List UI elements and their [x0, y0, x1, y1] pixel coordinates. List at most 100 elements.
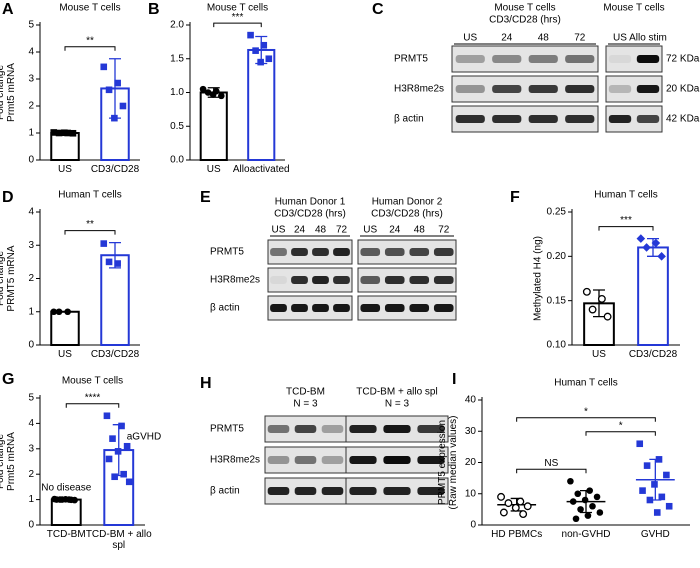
blot-band — [267, 456, 290, 464]
x-tick-label: TCD-BM + allo spl — [85, 529, 152, 551]
y-tick-label: 30 — [465, 426, 477, 437]
data-point — [109, 435, 116, 442]
data-point — [499, 508, 508, 517]
y-axis-label: Prmt5 mRNA — [6, 432, 17, 491]
y-tick-label: 4 — [28, 47, 34, 58]
y-tick-label: 2 — [28, 273, 34, 284]
y-tick-label: 20 — [465, 457, 477, 468]
chart-title: Human T cells — [58, 190, 122, 201]
data-point — [597, 294, 606, 303]
data-point — [114, 79, 121, 87]
panel-letter: D — [2, 189, 14, 206]
x-tick-label-box: US — [58, 164, 72, 175]
data-point — [577, 506, 584, 513]
x-tick-label-box: CD3/CD28 — [91, 164, 139, 175]
x-tick-label-box: HD PBMCs — [491, 529, 542, 540]
y-tick-label: 3 — [28, 74, 34, 85]
blot-band — [608, 55, 632, 63]
blot-band — [528, 85, 558, 93]
data-point — [123, 442, 131, 450]
error-bar — [647, 237, 659, 257]
bar — [50, 498, 82, 527]
data-point — [574, 490, 582, 498]
blot-band — [360, 248, 381, 256]
data-point — [511, 503, 520, 512]
lane-label: US — [272, 225, 286, 236]
blot-band — [384, 248, 405, 256]
blot-band — [294, 456, 317, 464]
blot-band — [492, 85, 522, 93]
blot-band — [267, 487, 290, 495]
blot-title: Human Donor 2 — [372, 197, 443, 208]
data-point — [119, 102, 127, 110]
lane-label: 72 — [336, 225, 348, 236]
significance-bracket — [516, 468, 587, 474]
blot-band — [433, 304, 454, 312]
significance-bracket — [516, 417, 656, 422]
y-tick-label: 0.5 — [170, 121, 184, 132]
blot-row-label: PRMT5 — [210, 247, 244, 258]
blot-band — [409, 276, 430, 284]
panel-letter: H — [200, 375, 212, 392]
blot-marker-label: 20 KDa — [666, 84, 700, 95]
y-axis-label: (Raw median values) — [448, 416, 459, 510]
x-tick-label: US — [592, 349, 606, 360]
blot-row-label: β actin — [210, 486, 240, 497]
significance-label: ** — [86, 35, 94, 46]
data-point — [218, 92, 225, 100]
data-point — [497, 492, 506, 501]
x-tick-label: GVHD — [640, 529, 670, 540]
data-point — [69, 129, 77, 137]
data-point — [651, 481, 658, 488]
x-tick-label: US — [206, 164, 221, 175]
blot-band — [417, 487, 445, 495]
data-point — [105, 86, 113, 94]
blot-band — [492, 115, 522, 123]
bar — [50, 132, 80, 161]
data-point — [643, 462, 651, 469]
data-point — [658, 493, 666, 501]
data-point — [67, 496, 75, 504]
y-tick-label: 0.0 — [170, 155, 184, 166]
y-tick-label: 5 — [28, 393, 34, 404]
y-tick-label: 2 — [28, 469, 34, 480]
blot-title: CD3/CD28 (hrs) — [274, 209, 346, 220]
blot-band — [312, 248, 329, 256]
y-tick-label: 0.20 — [547, 251, 567, 262]
y-tick-label: 0.15 — [547, 295, 567, 306]
x-tick-label-box: US — [206, 164, 221, 175]
y-tick-label: 0 — [470, 520, 476, 531]
blot-title: CD3/CD28 (hrs) — [371, 209, 443, 220]
y-tick-label: 1.5 — [170, 53, 184, 64]
y-axis-label: Methylated H4 (ng) — [533, 236, 544, 321]
blot-band — [384, 276, 405, 284]
data-point — [111, 114, 118, 122]
blot-band — [565, 55, 595, 63]
y-tick-label: 2.0 — [170, 20, 184, 31]
blot-band — [455, 55, 485, 63]
blot-band — [294, 425, 317, 433]
blot-band — [636, 55, 660, 63]
significance-label: **** — [85, 392, 101, 403]
y-axis-label: PRMT5 mRNA — [6, 245, 17, 311]
y-tick-label: 1.0 — [170, 87, 184, 98]
x-tick-label-box: TCD-BM + allo spl — [85, 529, 152, 551]
data-point — [61, 129, 68, 137]
blot-band — [492, 55, 522, 63]
significance-label: * — [619, 420, 623, 431]
blot-band — [636, 85, 660, 93]
blot-band — [321, 456, 344, 464]
y-tick-label: 4 — [28, 418, 34, 429]
blot-band — [383, 425, 411, 433]
panel-letter: E — [200, 189, 211, 206]
blot-row-label: PRMT5 — [394, 54, 428, 65]
data-point — [252, 47, 259, 54]
data-point — [55, 129, 63, 137]
lane-label: 48 — [414, 225, 426, 236]
y-axis-label: Fold change — [0, 434, 6, 489]
x-tick-label: non-GVHD — [561, 529, 611, 540]
x-tick-label: TCD-BM — [46, 529, 86, 540]
significance-bracket — [213, 22, 262, 28]
y-axis-label: Fold change — [0, 65, 6, 120]
